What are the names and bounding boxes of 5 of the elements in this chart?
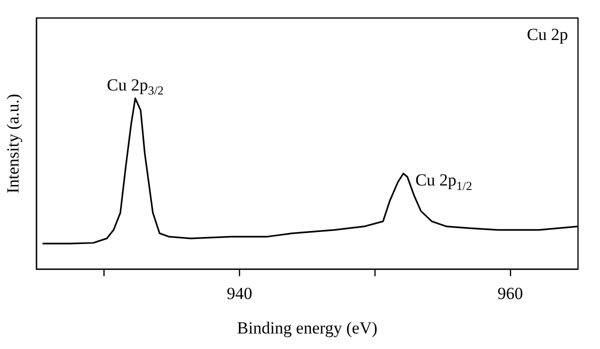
x-tick-label: 940 (226, 284, 252, 303)
x-tick-label: 960 (498, 284, 524, 303)
x-axis-title: Binding energy (eV) (237, 318, 378, 338)
y-axis-title: Intensity (a.u.) (4, 94, 23, 194)
text: Cu 2p (526, 25, 568, 44)
